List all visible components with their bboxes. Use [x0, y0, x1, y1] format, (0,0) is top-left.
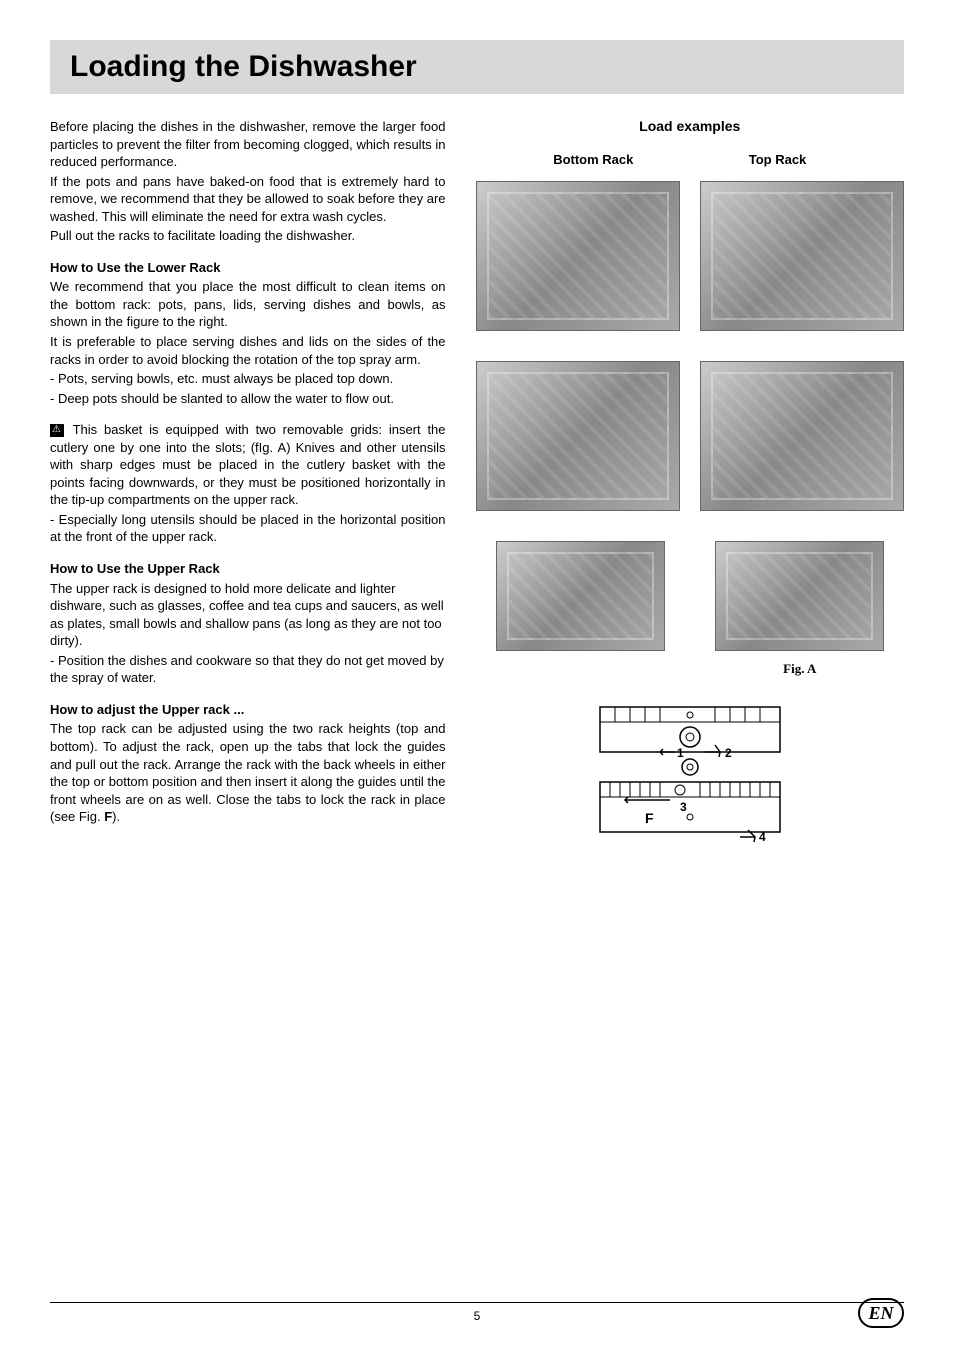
adjust-p1c: ).: [112, 809, 120, 824]
top-rack-image-2: [700, 361, 904, 511]
image-row-2: [476, 361, 904, 511]
fig-a-label: Fig. A: [696, 661, 904, 677]
bottom-rack-image-1: [476, 181, 680, 331]
diagram-label-f: F: [645, 810, 654, 826]
content-wrapper: Before placing the dishes in the dishwas…: [50, 118, 904, 857]
adjust-p1b: F: [104, 809, 112, 824]
upper-heading: How to Use the Upper Rack: [50, 560, 446, 578]
lower-p3: - Pots, serving bowls, etc. must always …: [50, 370, 446, 388]
lower-heading: How to Use the Lower Rack: [50, 259, 446, 277]
lower-p5-wrap: This basket is equipped with two removab…: [50, 421, 446, 509]
warning-icon: [50, 424, 64, 437]
top-rack-image-1: [700, 181, 904, 331]
image-row-3: [476, 541, 904, 651]
right-column: Load examples Bottom Rack Top Rack Fig. …: [476, 118, 904, 857]
page-number: 5: [50, 1309, 904, 1323]
intro-p2: If the pots and pans have baked-on food …: [50, 173, 446, 226]
image-row-1: [476, 181, 904, 331]
top-rack-label: Top Rack: [749, 152, 807, 167]
adjust-p1: The top rack can be adjusted using the t…: [50, 720, 446, 825]
diagram-f: 1 2 3 4 F: [585, 697, 795, 857]
title-bar: Loading the Dishwasher: [50, 40, 904, 94]
intro-p1: Before placing the dishes in the dishwas…: [50, 118, 446, 171]
diagram-label-4: 4: [759, 830, 766, 844]
upper-p2: - Position the dishes and cookware so th…: [50, 652, 446, 687]
lower-p4: - Deep pots should be slanted to allow t…: [50, 390, 446, 408]
cutlery-basket-image: [496, 541, 665, 651]
lower-p5: This basket is equipped with two removab…: [50, 422, 446, 507]
adjust-heading: How to adjust the Upper rack ...: [50, 701, 446, 719]
page-footer: 5 EN: [50, 1302, 904, 1323]
diagram-label-3: 3: [680, 800, 687, 814]
diagram-label-1: 1: [677, 746, 684, 760]
lower-p1: We recommend that you place the most dif…: [50, 278, 446, 331]
bottom-rack-image-2: [476, 361, 680, 511]
intro-p3: Pull out the racks to facilitate loading…: [50, 227, 446, 245]
bottom-rack-label: Bottom Rack: [553, 152, 633, 167]
lower-p2: It is preferable to place serving dishes…: [50, 333, 446, 368]
left-column: Before placing the dishes in the dishwas…: [50, 118, 446, 857]
language-badge: EN: [858, 1298, 904, 1328]
lower-p6: - Especially long utensils should be pla…: [50, 511, 446, 546]
load-examples-title: Load examples: [476, 118, 904, 134]
footer-rule: [50, 1302, 904, 1303]
rack-headers: Bottom Rack Top Rack: [476, 152, 904, 167]
grid-image-fig-a: [715, 541, 884, 651]
upper-p1: The upper rack is designed to hold more …: [50, 580, 446, 650]
diagram-label-2: 2: [725, 746, 732, 760]
diagram-f-svg: 1 2 3 4 F: [585, 697, 795, 857]
page-title: Loading the Dishwasher: [70, 50, 884, 84]
